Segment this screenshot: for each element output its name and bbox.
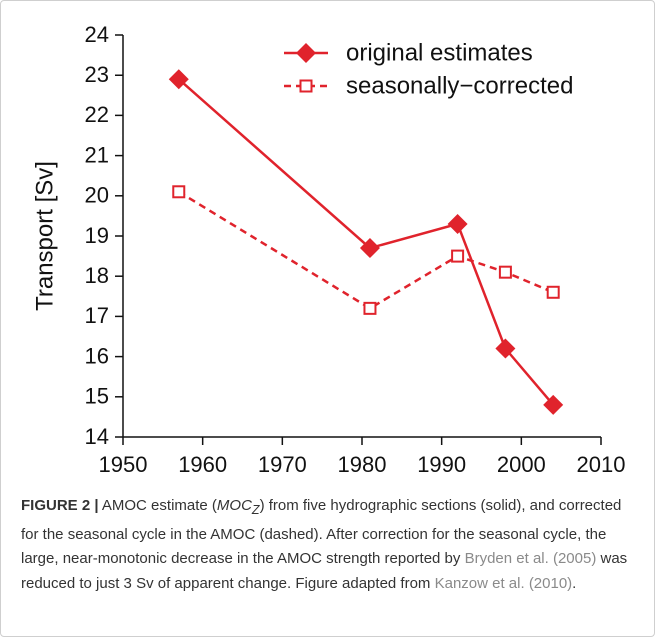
series-line bbox=[177, 78, 555, 406]
data-point bbox=[447, 213, 468, 234]
data-point bbox=[363, 301, 377, 315]
caption-label: FIGURE 2 | bbox=[21, 497, 99, 514]
legend-marker bbox=[299, 79, 313, 93]
y-tick-label: 18 bbox=[85, 263, 109, 288]
x-tick-label: 2010 bbox=[577, 452, 626, 477]
caption: FIGURE 2 | AMOC estimate (MOCZ) from fiv… bbox=[21, 494, 631, 596]
y-tick-label: 16 bbox=[85, 343, 109, 368]
x-tick-label: 1990 bbox=[417, 452, 466, 477]
data-point bbox=[495, 338, 516, 359]
y-tick-label: 20 bbox=[85, 183, 109, 208]
y-tick-label: 19 bbox=[85, 223, 109, 248]
x-tick-label: 1980 bbox=[338, 452, 387, 477]
y-tick-label: 22 bbox=[85, 102, 109, 127]
reference-link[interactable]: Kanzow et al. (2010) bbox=[434, 574, 573, 592]
legend-label: original estimates bbox=[346, 39, 533, 66]
x-tick-label: 1950 bbox=[99, 452, 148, 477]
data-point bbox=[451, 249, 465, 263]
legend-label: seasonally−corrected bbox=[346, 72, 573, 99]
caption-text: AMOC estimate ( bbox=[101, 497, 217, 514]
reference-link[interactable]: Bryden et al. (2005) bbox=[464, 550, 597, 567]
y-tick-label: 24 bbox=[85, 22, 109, 47]
data-point bbox=[168, 69, 189, 90]
caption-text: ) from five hydrographic sections (solid… bbox=[21, 497, 622, 567]
caption-text: . bbox=[572, 574, 577, 592]
data-point bbox=[359, 238, 380, 259]
caption-text: was reduced to just 3 Sv of apparent cha… bbox=[21, 550, 628, 592]
x-tick-label: 1970 bbox=[258, 452, 307, 477]
y-tick-label: 23 bbox=[85, 62, 109, 87]
data-point bbox=[498, 265, 512, 279]
y-tick-label: 15 bbox=[85, 384, 109, 409]
y-tick-label: 14 bbox=[85, 424, 109, 449]
caption-text: Z bbox=[251, 503, 260, 517]
x-tick-label: 1960 bbox=[178, 452, 227, 477]
data-point bbox=[546, 285, 560, 299]
y-axis-label: Transport [Sv] bbox=[31, 161, 58, 311]
x-tick-label: 2000 bbox=[497, 452, 546, 477]
caption-text: MOC bbox=[216, 497, 252, 514]
legend-marker bbox=[296, 43, 316, 63]
chart: Transport [Sv] 14 15 16 17 18 19 20 21 22 23 24 195… bbox=[31, 22, 626, 477]
data-point bbox=[543, 394, 564, 415]
y-tick-label: 17 bbox=[85, 303, 109, 328]
data-point bbox=[172, 185, 186, 199]
y-tick-label: 21 bbox=[85, 142, 109, 167]
